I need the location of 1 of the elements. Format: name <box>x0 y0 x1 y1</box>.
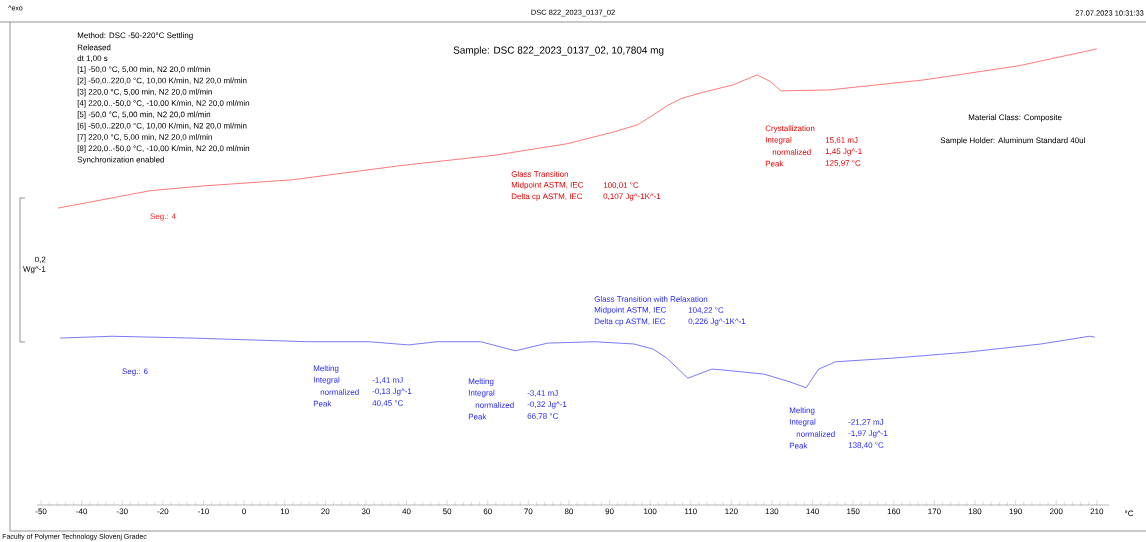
chart-title: Sample: DSC 822_2023_0137_02, 10,7804 mg <box>453 46 664 56</box>
